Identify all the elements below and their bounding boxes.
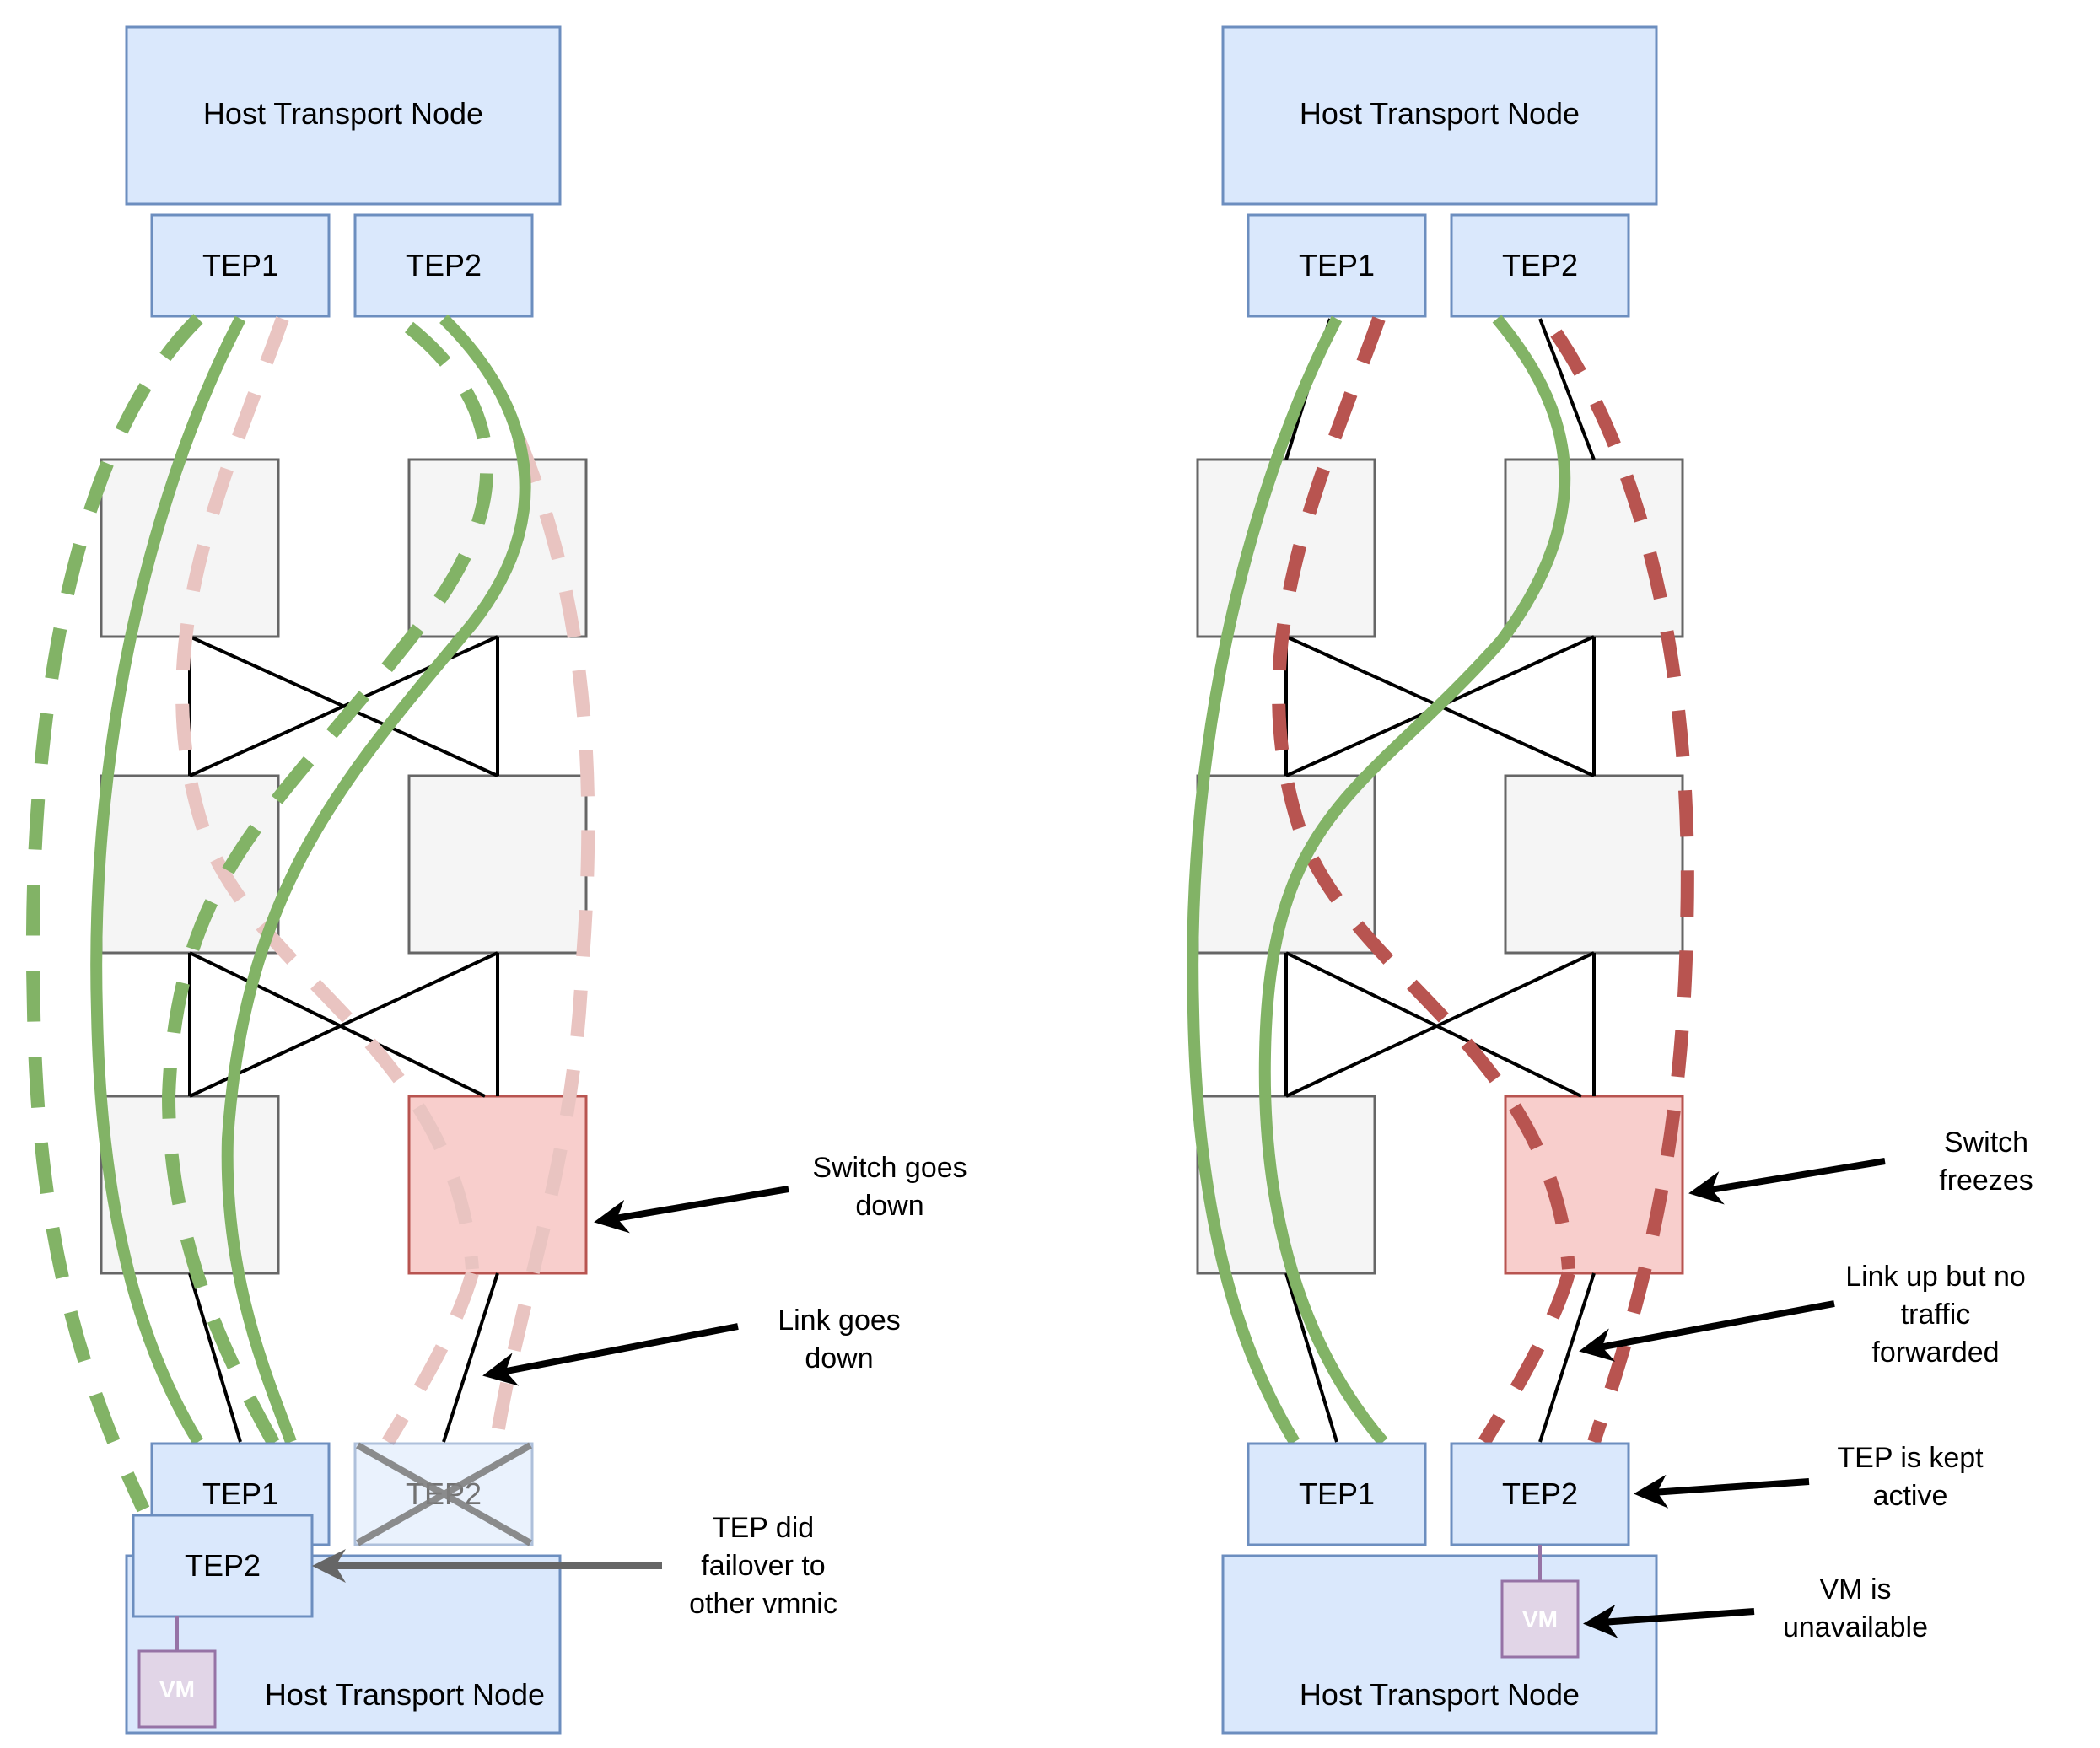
left-top-tep2-label: TEP2 (406, 248, 482, 282)
right-vm-annot-1: VM is (1820, 1573, 1892, 1605)
right-active-path-tep2 (1258, 315, 1571, 1446)
right-tep-annot-1: TEP is kept (1837, 1442, 1984, 1474)
right-top-tep1-label: TEP1 (1299, 248, 1375, 282)
right-link-annot-3: forwarded (1871, 1337, 1999, 1369)
right-active-paths (1187, 315, 1571, 1446)
right-vm-arrow (1583, 1604, 1755, 1638)
left-bottom-tep1-label: TEP1 (202, 1476, 278, 1511)
left-top-tep1-label: TEP1 (202, 248, 278, 282)
right-switch-r2-right (1504, 774, 1684, 955)
left-standby-paths (175, 316, 595, 1446)
left-dashed-green-paths (25, 314, 494, 1514)
left-switch-annot-2: down (855, 1190, 923, 1222)
right-link-annot-2: traffic (1901, 1299, 1971, 1331)
left-tep-annot-2: failover to (701, 1550, 825, 1582)
left-switch-arrow (594, 1186, 789, 1234)
left-vm-label: VM (159, 1676, 195, 1702)
right-switch-r1-left (1196, 458, 1376, 638)
right-bottom-tep1 (1247, 1442, 1427, 1546)
left-switch-r1-left (100, 458, 280, 638)
right-bottom-tep2 (1450, 1442, 1630, 1546)
right-active-path-tep1 (1187, 315, 1343, 1445)
right-top-host-label: Host Transport Node (1300, 96, 1580, 131)
left-switch-r2-right (407, 774, 588, 955)
left-top-host-node (125, 25, 562, 206)
left-link-arrow (482, 1323, 739, 1386)
right-link-annot-1: Link up but no (1845, 1261, 2026, 1293)
left-top-tep2 (353, 213, 534, 318)
right-bottom-host-label: Host Transport Node (1300, 1677, 1580, 1712)
left-bottom-tep2-failover (132, 1514, 314, 1618)
right-vm (1500, 1579, 1580, 1659)
right-tep-arrow (1634, 1474, 1810, 1509)
left-link-annot-2: down (805, 1342, 873, 1374)
right-vm-label: VM (1522, 1606, 1558, 1632)
left-diagram: Host Transport Node TEP1 TEP2 (25, 25, 967, 1735)
left-active-path-tep1 (90, 315, 246, 1445)
right-switch-frozen (1504, 1095, 1684, 1275)
left-bottom-host-label: Host Transport Node (265, 1677, 545, 1712)
left-active-path-tep2 (221, 314, 531, 1444)
right-top-tep2-label: TEP2 (1502, 248, 1578, 282)
left-link-annot-1: Link goes (778, 1304, 901, 1337)
right-top-host-node (1221, 25, 1658, 206)
right-bottom-tep1-label: TEP1 (1299, 1476, 1375, 1511)
left-switch-annot-1: Switch goes (812, 1152, 967, 1184)
left-vm (137, 1649, 217, 1729)
left-top-host-label: Host Transport Node (203, 96, 483, 131)
left-tep2-cross-icon (356, 1442, 532, 1546)
right-switch-annot-2: freezes (1939, 1164, 2033, 1197)
right-switch-annot-1: Switch (1944, 1127, 2028, 1159)
right-top-tep1 (1247, 213, 1427, 318)
right-top-tep2 (1450, 213, 1630, 318)
right-failed-paths (1272, 316, 1694, 1446)
right-switch-r1-right (1504, 458, 1684, 638)
left-active-paths (90, 314, 531, 1445)
right-diagram: Host Transport Node TEP1 TEP2 (1187, 25, 2033, 1735)
right-bottom-tep2-label: TEP2 (1502, 1476, 1578, 1511)
right-switch-arrow (1688, 1158, 1886, 1205)
right-vm-annot-2: unavailable (1783, 1611, 1928, 1643)
left-tep-annot-1: TEP did (713, 1512, 814, 1544)
left-bottom-tep2-failover-label: TEP2 (185, 1548, 261, 1583)
left-tep-annot-3: other vmnic (689, 1588, 837, 1620)
right-link-arrow (1579, 1300, 1835, 1362)
right-tep-annot-2: active (1873, 1480, 1948, 1512)
right-bottom-host-node (1221, 1554, 1658, 1735)
left-top-tep1 (150, 213, 331, 318)
